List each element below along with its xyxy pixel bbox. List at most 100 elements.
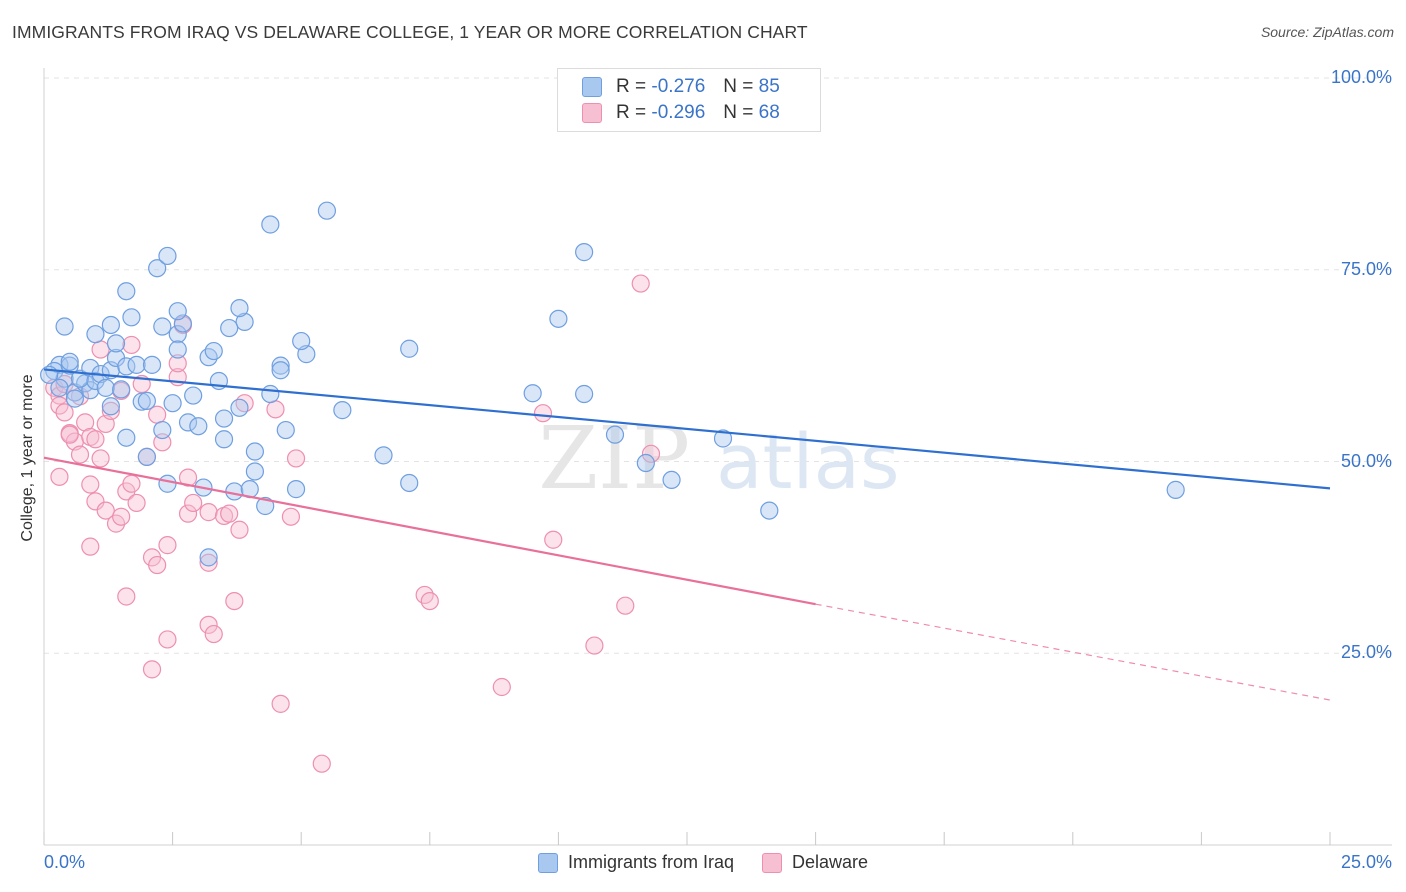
iraq-point <box>142 355 162 374</box>
delaware-point <box>70 445 90 464</box>
delaware-point <box>286 449 306 468</box>
iraq-point <box>271 361 290 380</box>
legend-r-value: -0.296 <box>651 102 706 123</box>
gridlines <box>44 77 1392 654</box>
delaware-point <box>96 501 115 520</box>
iraq-point <box>112 380 131 399</box>
iraq-point <box>575 384 594 404</box>
iraq-point <box>189 417 208 436</box>
delaware-point <box>220 504 239 523</box>
iraq-point <box>184 386 203 405</box>
source-note: Source: ZipAtlas.com <box>1260 24 1394 40</box>
watermark-zip: ZIP <box>538 409 690 509</box>
iraq-point <box>261 384 280 404</box>
iraq-point <box>101 397 120 416</box>
iraq-point <box>117 282 136 301</box>
delaware-point <box>199 615 218 634</box>
iraq-point <box>55 317 74 336</box>
iraq-point <box>101 315 120 335</box>
delaware-point <box>81 475 100 494</box>
delaware-point <box>199 553 218 572</box>
iraq-point <box>86 325 105 344</box>
iraq-point <box>148 259 167 278</box>
iraq-points <box>40 201 1185 567</box>
y-tick-label-75: 75.0% <box>1340 258 1392 279</box>
legend-label-iraq: Immigrants from Iraq <box>567 852 734 872</box>
legend-n-value: 68 <box>758 102 780 123</box>
iraq-point <box>96 378 115 397</box>
delaware-point <box>281 507 301 526</box>
iraq-point <box>106 334 126 353</box>
iraq-point <box>662 470 681 490</box>
iraq-point <box>168 340 187 359</box>
y-tick-label-25: 25.0% <box>1340 642 1392 663</box>
delaware-point <box>101 401 120 420</box>
delaware-point <box>271 694 290 713</box>
delaware-point <box>117 587 136 606</box>
legend-r-value: -0.276 <box>651 76 706 97</box>
iraq-point <box>65 383 84 402</box>
legend-item-iraq[interactable]: Immigrants from Iraq <box>537 852 734 873</box>
iraq-point <box>81 381 100 400</box>
iraq-point <box>245 442 265 461</box>
x-tick-label-max: 25.0% <box>1340 852 1392 872</box>
delaware-point <box>225 591 244 611</box>
legend-n-label: N = <box>723 76 754 97</box>
iraq-point <box>400 473 419 493</box>
delaware-trend-extension <box>815 603 1331 701</box>
trend-lines <box>43 368 1331 701</box>
legend-row-iraq: R = -0.276 N = 85 <box>582 75 780 99</box>
iraq-point <box>575 243 594 262</box>
iraq-point <box>636 453 655 473</box>
x-tick-label-min: 0.0% <box>44 852 86 872</box>
iraq-point <box>235 312 254 332</box>
zipatlas-watermark: ZIP atlas <box>538 409 899 509</box>
iraq-point <box>153 317 172 336</box>
iraq-point <box>168 302 187 321</box>
iraq-point <box>292 331 311 351</box>
iraq-point <box>713 429 733 448</box>
iraq-point <box>137 391 156 411</box>
delaware-point <box>266 400 285 419</box>
iraq-point <box>317 201 337 220</box>
legend-n-value: 85 <box>758 76 780 97</box>
delaware-point <box>585 636 604 655</box>
delaware-point <box>420 591 439 611</box>
delaware-point <box>122 335 141 355</box>
iraq-point <box>549 309 568 328</box>
delaware-point <box>168 354 187 373</box>
iraq-point <box>60 356 79 375</box>
delaware-point <box>60 425 79 444</box>
delaware-point <box>641 444 661 463</box>
iraq-point <box>286 480 306 499</box>
legend-n-label: N = <box>723 102 754 123</box>
iraq-point <box>1166 480 1185 499</box>
legend-label-delaware: Delaware <box>792 852 869 872</box>
watermark-atlas: atlas <box>716 417 900 506</box>
iraq-point <box>168 325 187 344</box>
iraq-point <box>214 409 234 428</box>
iraq-point <box>117 428 136 447</box>
iraq-point <box>245 462 265 481</box>
legend-swatch-delaware <box>762 852 782 873</box>
delaware-point <box>148 555 167 575</box>
iraq-point <box>132 392 151 411</box>
legend-swatch-iraq <box>537 852 558 873</box>
iraq-trend-line <box>43 368 1331 490</box>
iraq-point <box>225 482 244 501</box>
iraq-point <box>760 501 779 520</box>
iraq-point <box>256 496 275 516</box>
delaware-point <box>86 430 105 449</box>
delaware-point <box>91 340 110 359</box>
delaware-point <box>91 449 110 468</box>
delaware-point <box>184 493 203 513</box>
iraq-point <box>153 420 172 440</box>
delaware-point <box>86 492 105 511</box>
iraq-point <box>127 355 146 374</box>
delaware-point <box>230 520 249 539</box>
legend-item-delaware[interactable]: Delaware <box>762 852 868 873</box>
delaware-point <box>55 403 74 422</box>
delaware-point <box>112 507 131 526</box>
delaware-point <box>178 504 198 523</box>
